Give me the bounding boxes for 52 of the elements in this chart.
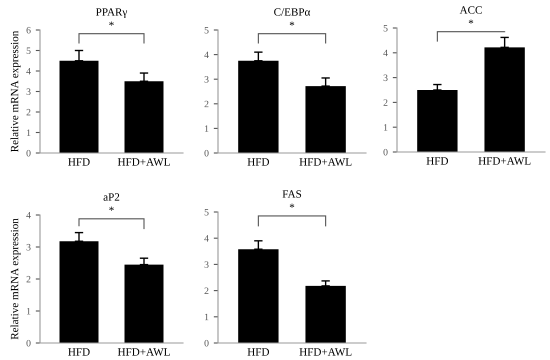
y-tick-label: 4 (204, 52, 209, 58)
x-tick-label: HFD+AWL (478, 157, 530, 165)
x-tick-label: HFD (68, 158, 90, 166)
y-tick-label: 0 (383, 148, 388, 156)
text: * (468, 20, 474, 24)
y-tick-label: 0 (26, 340, 31, 346)
y-tick-label: 0 (26, 150, 31, 156)
y-tick-label: 1 (26, 129, 30, 136)
y-tick-label: 4 (26, 68, 31, 74)
y-tick-label: 4 (26, 212, 31, 218)
text: * (290, 204, 294, 208)
chart-title: C/EBPα (274, 8, 310, 16)
y-tick-label: 1 (204, 125, 208, 132)
y-tick-label: 5 (204, 209, 209, 216)
x-tick-label: HFD (248, 348, 270, 356)
y-tick-label: 0 (204, 150, 209, 156)
chart-title: aP2 (104, 193, 120, 201)
y-axis-title: Relative mRNA expression (10, 218, 21, 340)
x-tick-label: HFD (248, 158, 270, 166)
x-tick-label: HFD (426, 157, 448, 165)
y-tick-label: 2 (26, 276, 30, 282)
y-tick-label: 3 (26, 88, 31, 95)
x-tick-label: HFD (68, 348, 90, 356)
y-tick-label: 4 (204, 235, 209, 242)
y-tick-label: 4 (383, 50, 388, 56)
y-tick-label: 6 (26, 26, 31, 34)
y-tick-label: 3 (384, 74, 388, 82)
y-tick-label: 1 (384, 124, 388, 131)
x-tick-label: HFD+AWL (118, 348, 170, 356)
y-tick-label: 5 (384, 25, 388, 32)
chart-title: FAS (282, 190, 302, 198)
text: * (290, 22, 294, 26)
y-axis-title: Relative mRNA expression (10, 30, 21, 152)
text: * (109, 206, 114, 211)
text: * (109, 22, 114, 26)
y-tick-label: 3 (26, 244, 31, 250)
y-tick-label: 2 (384, 99, 388, 106)
x-tick-label: HFD+AWL (300, 158, 352, 166)
y-tick-label: 3 (204, 261, 209, 268)
y-tick-label: 3 (204, 76, 209, 83)
y-tick-label: 2 (26, 108, 30, 116)
y-tick-label: 2 (204, 100, 208, 108)
chart-title: ACC (460, 6, 482, 14)
x-tick-label: HFD+AWL (118, 158, 170, 166)
y-tick-label: 0 (204, 340, 209, 346)
chart-title: PPARγ (96, 8, 128, 18)
y-tick-label: 2 (204, 288, 208, 294)
y-tick-label: 1 (204, 314, 208, 320)
y-tick-label: 5 (26, 48, 31, 54)
y-tick-label: 1 (26, 308, 30, 314)
x-tick-label: HFD+AWL (300, 348, 352, 356)
y-tick-label: 5 (204, 27, 209, 34)
